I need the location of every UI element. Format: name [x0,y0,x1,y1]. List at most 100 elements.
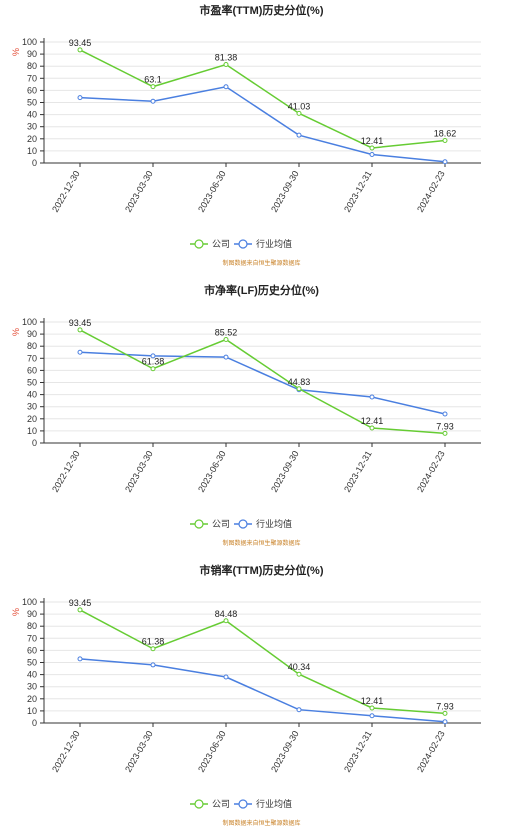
x-tick-label: 2023-06-30 [196,169,228,214]
y-unit-label: % [11,608,21,616]
y-tick-label: 30 [27,122,37,132]
legend-marker-company [194,239,204,249]
y-tick-label: 60 [27,85,37,95]
legend-item-company: 公司 [190,519,230,529]
data-point-industry [369,152,375,158]
data-point-company [296,110,302,116]
series-line-company [79,609,446,715]
y-tick-label: 90 [27,329,37,339]
legend-label-industry: 行业均值 [256,238,292,249]
data-point-company [442,430,448,436]
chart-panel-pe: 市盈率(TTM)历史分位(%)% 0 10 20 30 40 50 60 70 80 90 100 20… [0,0,523,280]
x-tick-label: 2023-12-31 [342,729,374,774]
chart-title: 市盈率(TTM)历史分位(%) [199,3,323,17]
y-tick-label: 50 [27,98,37,108]
source-note: 制图数据来自恒生聚源数据库 [222,539,300,547]
data-label-company: 41.03 [288,101,311,111]
y-tick-label: 60 [27,645,37,655]
x-tick-label: 2024-02-23 [415,169,447,214]
x-tick-label: 2024-02-23 [415,729,447,774]
x-tick-label: 2023-09-30 [269,729,301,774]
legend-marker-industry [238,519,248,529]
x-tick-label: 2024-02-23 [415,449,447,494]
legend-item-industry: 行业均值 [234,798,292,809]
legend-label-company: 公司 [212,519,230,529]
data-label-company: 85.52 [215,328,238,338]
chart-svg: 市盈率(TTM)历史分位(%)% 0 10 20 30 40 50 60 70 80 90 100 20… [11,3,481,267]
y-tick-label: 40 [27,670,37,680]
x-tick-label: 2023-12-31 [342,449,374,494]
data-label-company: 93.45 [69,598,92,608]
y-tick-label: 70 [27,353,37,363]
data-point-industry [296,132,302,138]
y-unit-label: % [11,48,21,56]
data-label-company: 12.41 [361,696,384,706]
y-tick-label: 50 [27,378,37,388]
data-point-company [296,671,302,677]
y-tick-label: 50 [27,658,37,668]
y-tick-label: 60 [27,365,37,375]
data-point-industry [150,353,156,359]
source-note: 制图数据来自恒生聚源数据库 [222,259,300,267]
x-tick-label: 2023-06-30 [196,729,228,774]
chart-panel-pb: 市净率(LF)历史分位(%)% 0 10 20 30 40 50 60 70 80 90 100 202… [0,280,523,560]
chart-svg: 市净率(LF)历史分位(%)% 0 10 20 30 40 50 60 70 80 90 100 202… [11,283,481,547]
data-point-company [150,646,156,652]
legend-label-company: 公司 [212,239,230,249]
data-point-company [77,607,83,613]
data-label-company: 61.38 [142,637,165,647]
data-label-company: 61.38 [142,357,165,367]
data-point-company [442,710,448,716]
data-point-company [77,327,83,333]
x-tick-label: 2023-09-30 [269,169,301,214]
chart-title: 市销率(TTM)历史分位(%) [199,563,323,577]
legend-marker-company [194,799,204,809]
y-tick-label: 10 [27,426,37,436]
legend-label-company: 公司 [212,799,230,809]
series-line-industry [79,658,446,723]
chart-panel-ps: 市销率(TTM)历史分位(%)% 0 10 20 30 40 50 60 70 80 90 100 20… [0,560,523,840]
y-tick-label: 0 [32,158,37,168]
y-tick-label: 0 [32,718,37,728]
y-tick-label: 100 [22,317,37,327]
data-point-company [223,337,229,343]
y-tick-label: 100 [22,37,37,47]
data-label-company: 93.45 [69,38,92,48]
y-tick-label: 20 [27,694,37,704]
chart-title: 市净率(LF)历史分位(%) [204,283,319,297]
series-line-company [79,49,446,149]
x-tick-label: 2023-06-30 [196,449,228,494]
y-tick-label: 80 [27,61,37,71]
data-label-company: 93.45 [69,318,92,328]
series-line-industry [79,85,446,163]
x-tick-label: 2022-12-30 [50,729,82,774]
data-point-company [369,145,375,151]
data-label-company: 7.93 [436,421,454,431]
data-label-company: 44.83 [288,377,311,387]
y-tick-label: 100 [22,597,37,607]
x-tick-label: 2023-03-30 [123,169,155,214]
data-point-industry [150,662,156,668]
x-tick-label: 2023-09-30 [269,449,301,494]
legend-marker-company [194,519,204,529]
x-tick-label: 2023-03-30 [123,449,155,494]
chart-svg: 市销率(TTM)历史分位(%)% 0 10 20 30 40 50 60 70 80 90 100 20… [11,563,481,827]
y-tick-label: 30 [27,682,37,692]
y-tick-label: 70 [27,633,37,643]
data-label-company: 18.62 [434,128,457,138]
y-tick-label: 20 [27,414,37,424]
data-point-industry [442,411,448,417]
data-point-industry [150,98,156,104]
source-note: 制图数据来自恒生聚源数据库 [222,819,300,827]
y-tick-label: 30 [27,402,37,412]
y-tick-label: 10 [27,706,37,716]
data-point-company [296,386,302,392]
legend-marker-industry [238,799,248,809]
legend-label-industry: 行业均值 [256,518,292,529]
y-tick-label: 80 [27,621,37,631]
data-point-industry [223,674,229,680]
data-label-company: 84.48 [215,609,238,619]
data-point-industry [77,95,83,101]
series-line-company [79,329,446,435]
y-tick-label: 20 [27,134,37,144]
